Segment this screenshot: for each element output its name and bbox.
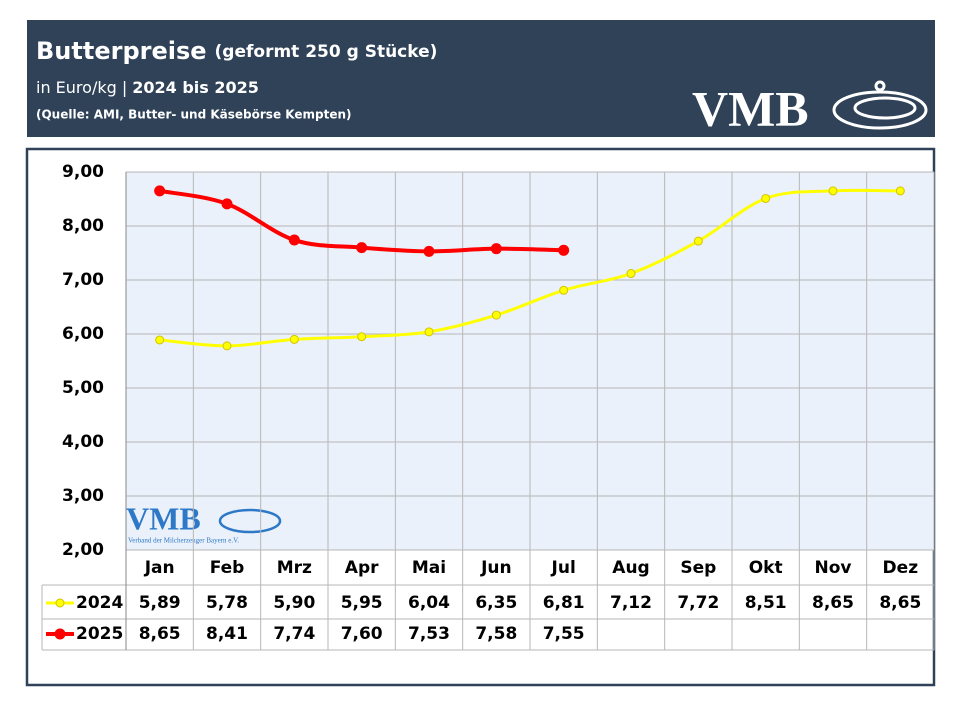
source: (Quelle: AMI, Butter- und Käsebörse Kemp… bbox=[36, 108, 351, 122]
title: Butterpreise bbox=[36, 37, 207, 65]
x-tick-label: Aug bbox=[612, 558, 649, 578]
series-line bbox=[159, 188, 901, 348]
table-value: 6,35 bbox=[475, 593, 517, 613]
table-value: 8,65 bbox=[139, 624, 181, 644]
table-value: 7,55 bbox=[543, 624, 585, 644]
watermark-swirl bbox=[218, 508, 282, 534]
table-value: 8,41 bbox=[206, 624, 248, 644]
subtitle-unit: in Euro/kg | bbox=[36, 78, 127, 97]
y-tick-label: 2,00 bbox=[62, 540, 104, 560]
header-logo: VMB bbox=[692, 80, 809, 136]
point bbox=[221, 198, 233, 210]
x-tick-label: Mrz bbox=[277, 558, 312, 578]
subtitle-years: 2024 bis 2025 bbox=[132, 78, 259, 97]
point bbox=[155, 335, 165, 345]
legend-marker bbox=[55, 598, 65, 608]
logo-swirl bbox=[832, 80, 928, 130]
x-tick-label: Feb bbox=[210, 558, 245, 578]
legend-marker bbox=[54, 628, 66, 640]
point bbox=[288, 234, 300, 246]
table-value: 5,78 bbox=[206, 593, 248, 613]
watermark-text: Verband der Milcherzeuger Bayern e.V. bbox=[128, 537, 239, 545]
table-value: 7,72 bbox=[677, 593, 719, 613]
point bbox=[357, 332, 367, 342]
watermark-logo: VMB bbox=[126, 500, 201, 536]
legend-label: 2025 bbox=[76, 624, 123, 644]
point bbox=[222, 341, 232, 351]
table-value: 8,51 bbox=[745, 593, 787, 613]
x-tick-label: Mai bbox=[412, 558, 446, 578]
point bbox=[356, 242, 368, 254]
point bbox=[895, 186, 905, 196]
point bbox=[423, 245, 435, 257]
table-value: 5,89 bbox=[139, 593, 181, 613]
table-value: 5,95 bbox=[341, 593, 383, 613]
header-title: Butterpreise (geformt 250 g Stücke) bbox=[36, 37, 437, 65]
point bbox=[626, 269, 636, 279]
point bbox=[491, 310, 501, 320]
point bbox=[424, 327, 434, 337]
table-value: 7,12 bbox=[610, 593, 652, 613]
point bbox=[154, 185, 166, 197]
y-tick-label: 4,00 bbox=[62, 432, 104, 452]
y-tick-label: 8,00 bbox=[62, 216, 104, 236]
y-tick-label: 7,00 bbox=[62, 270, 104, 290]
title-note: (geformt 250 g Stücke) bbox=[215, 42, 438, 62]
subtitle: in Euro/kg | 2024 bis 2025 bbox=[36, 78, 259, 97]
x-tick-label: Jan bbox=[144, 558, 175, 578]
point bbox=[828, 186, 838, 196]
x-tick-label: Apr bbox=[345, 558, 379, 578]
x-tick-label: Jun bbox=[480, 558, 512, 578]
table-value: 8,65 bbox=[879, 593, 921, 613]
point bbox=[761, 193, 771, 203]
point bbox=[490, 243, 502, 255]
x-tick-label: Dez bbox=[883, 558, 919, 578]
y-tick-label: 3,00 bbox=[62, 486, 104, 506]
table-value: 8,65 bbox=[812, 593, 854, 613]
table-value: 7,60 bbox=[341, 624, 383, 644]
table-value: 5,90 bbox=[273, 593, 315, 613]
x-tick-label: Jul bbox=[551, 558, 576, 578]
x-tick-label: Nov bbox=[815, 558, 852, 578]
y-tick-label: 9,00 bbox=[62, 162, 104, 182]
legend-label: 2024 bbox=[76, 593, 123, 613]
header-band bbox=[27, 20, 935, 137]
point bbox=[289, 334, 299, 344]
y-tick-label: 6,00 bbox=[62, 324, 104, 344]
y-tick-label: 5,00 bbox=[62, 378, 104, 398]
table-value: 6,81 bbox=[543, 593, 585, 613]
x-tick-label: Okt bbox=[749, 558, 783, 578]
table-value: 7,58 bbox=[475, 624, 517, 644]
x-tick-label: Sep bbox=[680, 558, 716, 578]
point bbox=[558, 244, 570, 256]
table-value: 7,74 bbox=[273, 624, 315, 644]
table-value: 6,04 bbox=[408, 593, 450, 613]
point bbox=[693, 236, 703, 246]
table-value: 7,53 bbox=[408, 624, 450, 644]
point bbox=[559, 285, 569, 295]
